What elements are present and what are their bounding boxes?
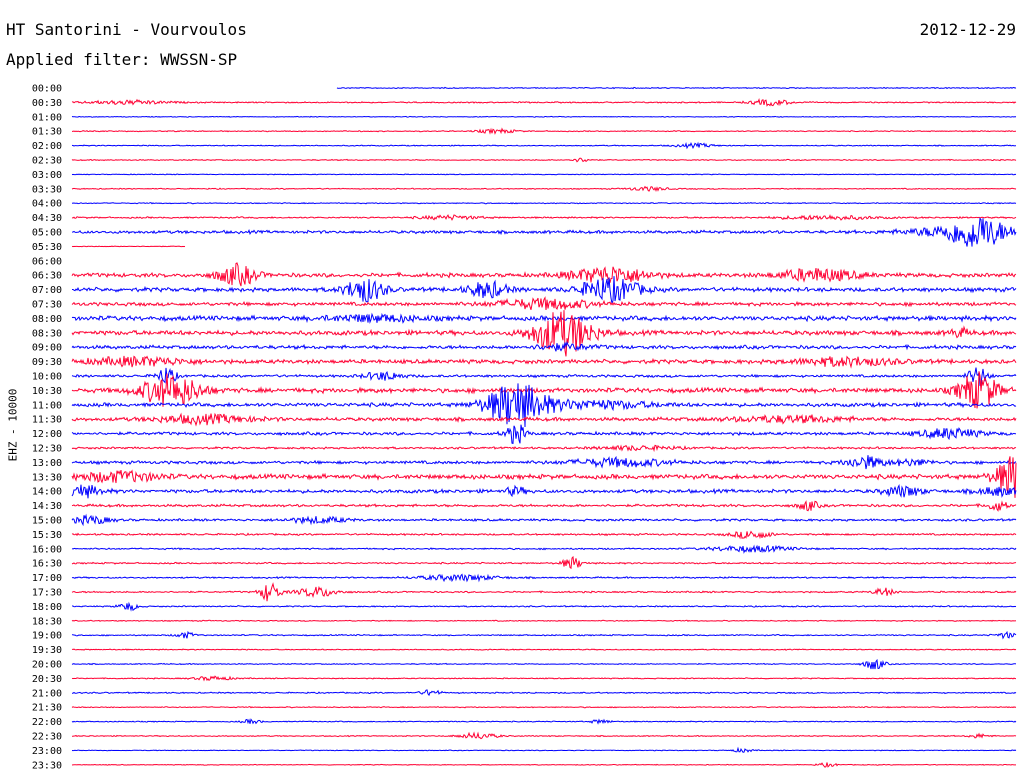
time-label: 15:00 [32, 516, 62, 527]
trace-line [71, 262, 1017, 287]
time-label: 03:30 [32, 184, 62, 195]
time-label: 12:00 [32, 429, 62, 440]
time-label: 20:30 [32, 674, 62, 685]
trace-line [71, 530, 1017, 540]
trace-line [71, 746, 1017, 753]
trace-line [71, 762, 1016, 768]
time-label: 15:30 [32, 530, 62, 541]
trace-line [72, 601, 1017, 612]
time-label: 11:00 [32, 400, 62, 411]
time-label: 12:30 [32, 444, 62, 455]
trace-line [71, 141, 1017, 150]
time-label: 08:00 [32, 314, 62, 325]
trace-line [71, 658, 1017, 670]
time-label: 16:00 [32, 544, 62, 555]
time-label: 21:30 [32, 703, 62, 714]
trace-line [71, 383, 1017, 428]
time-label: 00:00 [32, 84, 62, 95]
trace-line [71, 217, 1017, 247]
trace-line [71, 444, 1017, 453]
time-label: 05:00 [32, 228, 62, 239]
time-label: 11:30 [32, 415, 62, 426]
trace-line [71, 371, 1017, 409]
trace-line [71, 675, 1016, 682]
time-label: 21:00 [32, 688, 62, 699]
trace-line [71, 245, 186, 248]
filter-label: Applied filter: WWSSN-SP [6, 50, 238, 69]
trace-line [71, 619, 1017, 623]
trace-line [71, 424, 1017, 445]
time-label: 22:30 [32, 732, 62, 743]
trace-line [72, 689, 1017, 697]
trace-line [72, 276, 1017, 304]
time-label: 01:00 [32, 112, 62, 123]
time-label: 00:30 [32, 98, 62, 109]
time-label: 09:30 [32, 357, 62, 368]
record-date: 2012-12-29 [919, 20, 1016, 39]
trace-line [71, 173, 1017, 176]
trace-line [71, 731, 1017, 740]
station-title: HT Santorini - Vourvoulos [6, 20, 247, 39]
trace-line [71, 214, 1017, 221]
trace-line [71, 412, 1017, 427]
trace-line [71, 648, 1017, 651]
time-label: 06:30 [32, 271, 62, 282]
time-label: 06:00 [32, 256, 62, 267]
trace-line [71, 582, 1017, 602]
time-label: 17:00 [32, 573, 62, 584]
time-label: 07:00 [32, 285, 62, 296]
trace-line [71, 310, 1017, 357]
time-label: 04:00 [32, 199, 62, 210]
time-label: 04:30 [32, 213, 62, 224]
trace-line [71, 157, 1017, 163]
trace-line [71, 367, 1017, 387]
time-label: 18:30 [32, 616, 62, 627]
trace-line [71, 312, 1017, 325]
time-label: 02:30 [32, 156, 62, 167]
trace-line [71, 456, 1017, 498]
trace-line [71, 98, 1017, 107]
trace-line [71, 718, 1017, 725]
trace-line [71, 185, 1017, 192]
time-label: 07:30 [32, 300, 62, 311]
time-label: 19:00 [32, 631, 62, 642]
time-label: 22:00 [32, 717, 62, 728]
time-label: 14:00 [32, 487, 62, 498]
trace-line [71, 340, 1017, 352]
trace-line [71, 705, 1017, 709]
time-label: 23:30 [32, 760, 62, 771]
trace-line [71, 500, 1017, 512]
time-label: 02:00 [32, 141, 62, 152]
time-label: 13:00 [32, 458, 62, 469]
time-label: 18:00 [32, 602, 62, 613]
trace-line [71, 484, 1017, 499]
time-label: 19:30 [32, 645, 62, 656]
trace-line [71, 355, 1017, 369]
time-label: 05:30 [32, 242, 62, 253]
time-label: 13:30 [32, 472, 62, 483]
trace-line [71, 115, 1017, 118]
trace-line [71, 296, 1017, 311]
trace-line [71, 513, 1017, 527]
time-label: 10:30 [32, 386, 62, 397]
time-label: 17:30 [32, 588, 62, 599]
time-label: 20:00 [32, 660, 62, 671]
time-label: 01:30 [32, 127, 62, 138]
time-label: 10:00 [32, 372, 62, 383]
trace-line [71, 201, 1017, 205]
time-label: 14:30 [32, 501, 62, 512]
time-label: 03:00 [32, 170, 62, 181]
trace-line [336, 86, 1017, 90]
time-label: 08:30 [32, 328, 62, 339]
trace-line [72, 127, 1016, 135]
trace-line [71, 630, 1017, 640]
time-label: 23:00 [32, 746, 62, 757]
trace-line [71, 455, 1017, 470]
trace-line [71, 544, 1017, 554]
trace-line [71, 555, 1017, 570]
time-label: 16:30 [32, 559, 62, 570]
trace-line [71, 573, 1017, 583]
time-label: 09:00 [32, 343, 62, 354]
